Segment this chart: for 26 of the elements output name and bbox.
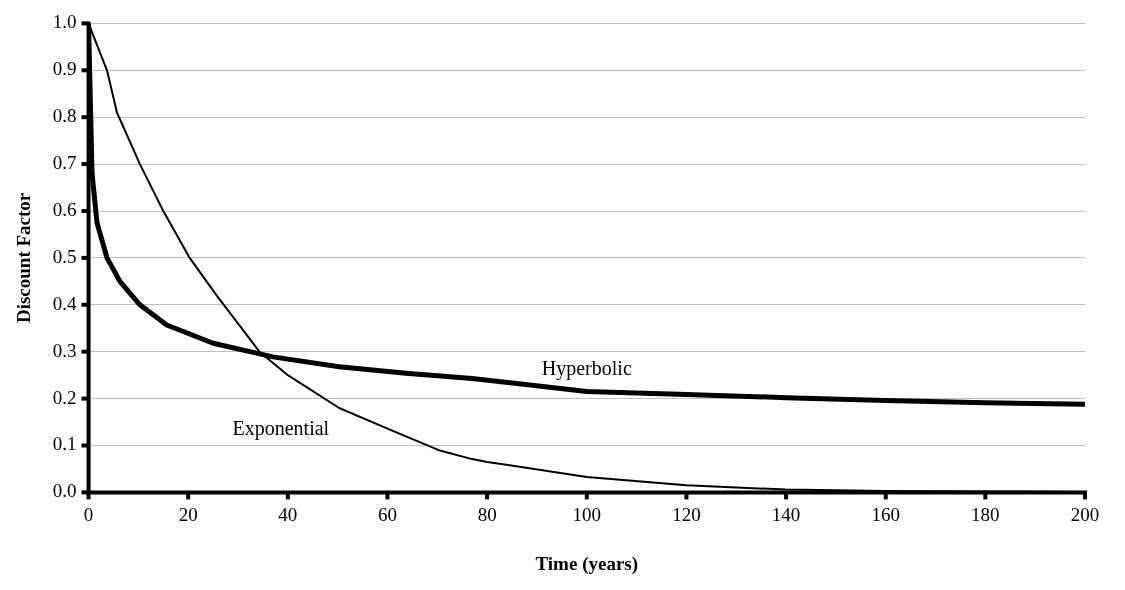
y-tick-label: 0.8 <box>52 105 77 127</box>
x-tick-label: 180 <box>971 503 1000 525</box>
y-tick-label: 0.9 <box>52 58 77 80</box>
y-tick-label: 0.6 <box>52 198 77 220</box>
x-tick-label: 0 <box>83 503 94 525</box>
y-tick-label: 0.3 <box>52 339 77 361</box>
y-tick-label: 0.1 <box>52 433 77 455</box>
series-label: Hyperbolic <box>541 356 632 380</box>
series-label: Exponential <box>232 417 330 441</box>
x-tick-label: 40 <box>278 503 298 525</box>
y-axis-title: Discount Factor <box>13 192 35 324</box>
y-tick-label: 0.7 <box>52 152 77 174</box>
x-tick-label: 200 <box>1070 503 1100 525</box>
y-tick-label: 0.0 <box>52 480 77 502</box>
x-axis-title: Time (years) <box>535 552 639 575</box>
x-tick-label: 100 <box>572 503 602 525</box>
y-tick-label: 0.5 <box>52 245 77 267</box>
x-tick-label: 60 <box>377 503 397 525</box>
y-tick-label: 0.2 <box>52 386 77 408</box>
x-tick-label: 20 <box>178 503 198 525</box>
x-tick-label: 140 <box>771 503 801 525</box>
x-tick-label: 80 <box>477 503 497 525</box>
y-tick-label: 1.0 <box>52 11 77 33</box>
y-tick-label: 0.4 <box>52 292 78 314</box>
x-tick-label: 160 <box>871 503 900 525</box>
x-tick-label: 120 <box>672 503 701 525</box>
